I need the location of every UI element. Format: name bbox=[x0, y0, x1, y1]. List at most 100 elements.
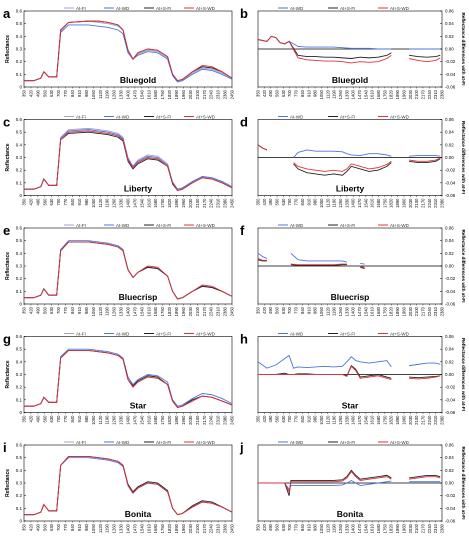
x-tick-label: 2240 bbox=[427, 306, 432, 316]
x-tick-label: 490 bbox=[35, 415, 40, 423]
legend-label: At+S-FI bbox=[156, 223, 171, 228]
y-tick-label: -0.02 bbox=[445, 493, 456, 498]
series-line-At+S-WD bbox=[257, 35, 441, 64]
x-tick-label: 630 bbox=[281, 89, 286, 97]
x-tick-label: 2100 bbox=[195, 523, 200, 533]
legend-label: At-FI bbox=[76, 332, 86, 337]
x-tick-label: 1470 bbox=[132, 306, 137, 316]
x-tick-label: 700 bbox=[287, 415, 292, 423]
legend-label: At-WD bbox=[290, 223, 304, 228]
y-tick-label: 0.6 bbox=[16, 226, 23, 231]
x-tick-label: 1120 bbox=[325, 89, 330, 99]
x-tick-label: 1820 bbox=[167, 89, 172, 99]
x-tick-label: 1190 bbox=[332, 523, 337, 533]
x-tick-label: 1120 bbox=[325, 198, 330, 208]
x-tick-label: 2030 bbox=[408, 523, 413, 533]
x-tick-label: 1540 bbox=[139, 198, 144, 208]
y-axis-label: Reflectance bbox=[5, 35, 11, 63]
x-tick-label: 910 bbox=[77, 415, 82, 423]
y-tick-label: 0.00 bbox=[445, 372, 454, 377]
x-tick-label: 1120 bbox=[325, 306, 330, 316]
y-tick-label: 0.00 bbox=[445, 264, 454, 269]
x-tick-label: 2240 bbox=[427, 89, 432, 99]
x-tick-label: 1540 bbox=[363, 89, 368, 99]
y-tick-label: -0.04 bbox=[445, 72, 456, 77]
x-tick-label: 1540 bbox=[139, 89, 144, 99]
x-tick-label: 1610 bbox=[370, 415, 375, 425]
y-tick-label: 0.06 bbox=[445, 9, 454, 14]
y-tick-label: 0.04 bbox=[445, 238, 454, 243]
x-tick-label: 1330 bbox=[344, 523, 349, 533]
y-tick-label: 0.04 bbox=[445, 347, 454, 352]
y-tick-label: -0.06 bbox=[445, 410, 456, 415]
y-tick-label: 0.4 bbox=[16, 468, 23, 473]
x-tick-label: 700 bbox=[287, 523, 292, 531]
x-tick-label: 1120 bbox=[325, 415, 330, 425]
x-tick-label: 1190 bbox=[332, 198, 337, 208]
x-tick-label: 1050 bbox=[319, 89, 324, 99]
x-tick-label: 1610 bbox=[370, 89, 375, 99]
y-tick-label: 0.00 bbox=[445, 481, 454, 486]
x-tick-label: 2170 bbox=[202, 306, 207, 316]
series-line-At+S-WD bbox=[24, 349, 233, 408]
x-tick-label: 1400 bbox=[351, 415, 356, 425]
x-tick-label: 2380 bbox=[440, 198, 445, 208]
x-tick-label: 350 bbox=[256, 523, 261, 531]
x-tick-label: 1680 bbox=[153, 89, 158, 99]
x-tick-label: 490 bbox=[35, 89, 40, 97]
panel-title: Star bbox=[130, 401, 147, 411]
panel-i: i At-FI At-WD At+S-FI At+S-WD 0 0.1 0.2 0.3 0.4 0.… bbox=[3, 440, 235, 533]
x-tick-label: 1610 bbox=[370, 306, 375, 316]
x-tick-label: 1330 bbox=[119, 89, 124, 99]
x-tick-label: 2450 bbox=[230, 523, 235, 533]
y-tick-label: 0.1 bbox=[16, 289, 23, 294]
x-tick-label: 1890 bbox=[174, 198, 179, 208]
y-tick-label: -0.06 bbox=[445, 85, 456, 90]
x-tick-label: 1540 bbox=[139, 523, 144, 533]
x-tick-label: 420 bbox=[262, 89, 267, 97]
y-tick-label: -0.02 bbox=[445, 168, 456, 173]
x-tick-label: 1050 bbox=[319, 415, 324, 425]
x-tick-label: 1330 bbox=[119, 198, 124, 208]
x-tick-label: 1330 bbox=[344, 415, 349, 425]
x-tick-label: 2310 bbox=[433, 89, 438, 99]
x-tick-label: 630 bbox=[49, 415, 54, 423]
x-tick-label: 1540 bbox=[363, 523, 368, 533]
x-tick-label: 1260 bbox=[112, 523, 117, 533]
x-tick-label: 490 bbox=[35, 306, 40, 314]
x-tick-label: 1470 bbox=[357, 198, 362, 208]
x-tick-label: 1610 bbox=[370, 198, 375, 208]
x-tick-label: 700 bbox=[56, 306, 61, 314]
x-tick-label: 1470 bbox=[132, 523, 137, 533]
x-tick-label: 1190 bbox=[332, 306, 337, 316]
x-tick-label: 1890 bbox=[174, 89, 179, 99]
x-tick-label: 1050 bbox=[91, 415, 96, 425]
x-tick-label: 1470 bbox=[357, 306, 362, 316]
x-tick-label: 980 bbox=[313, 198, 318, 206]
x-tick-label: 1120 bbox=[98, 523, 103, 533]
x-tick-label: 1330 bbox=[119, 523, 124, 533]
y-tick-label: 0.02 bbox=[445, 251, 454, 256]
x-tick-label: 1820 bbox=[167, 415, 172, 425]
x-tick-label: 2030 bbox=[188, 523, 193, 533]
x-tick-label: 1400 bbox=[351, 198, 356, 208]
x-tick-label: 1400 bbox=[126, 306, 131, 316]
series-line-At-WD bbox=[24, 24, 233, 83]
x-tick-label: 1890 bbox=[174, 306, 179, 316]
x-tick-label: 2450 bbox=[230, 89, 235, 99]
panel-title: Liberty bbox=[124, 184, 153, 194]
x-tick-label: 840 bbox=[70, 306, 75, 314]
x-tick-label: 1610 bbox=[370, 523, 375, 533]
y-tick-label: 0.04 bbox=[445, 455, 454, 460]
x-tick-label: 770 bbox=[63, 89, 68, 97]
x-tick-label: 700 bbox=[56, 415, 61, 423]
x-tick-label: 420 bbox=[28, 306, 33, 314]
panel-letter: c bbox=[3, 115, 10, 130]
legend-label: At-WD bbox=[116, 440, 130, 445]
x-tick-label: 700 bbox=[56, 89, 61, 97]
x-tick-label: 770 bbox=[63, 198, 68, 206]
x-tick-label: 910 bbox=[77, 523, 82, 531]
x-tick-label: 420 bbox=[262, 198, 267, 206]
x-tick-label: 1400 bbox=[126, 415, 131, 425]
y-tick-label: 0.02 bbox=[445, 468, 454, 473]
